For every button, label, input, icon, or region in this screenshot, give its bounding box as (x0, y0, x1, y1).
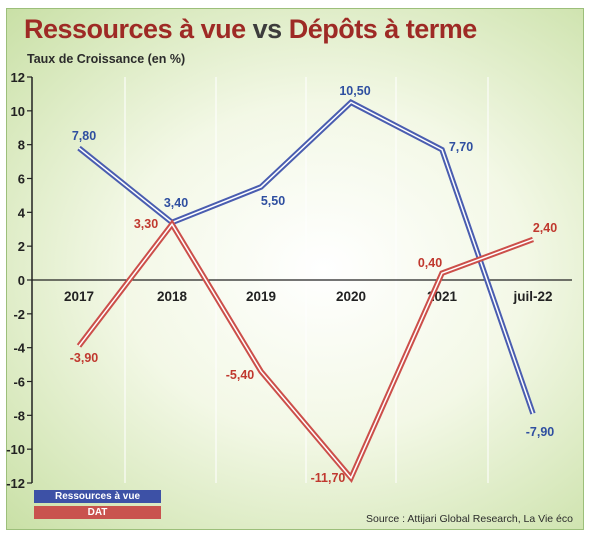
data-label: 3,40 (164, 196, 188, 210)
y-tick-label: 6 (18, 172, 25, 187)
series-line-highlight-1 (78, 222, 534, 480)
data-label: -3,90 (70, 351, 99, 365)
y-tick-label: -4 (13, 341, 25, 356)
y-tick-label: 12 (11, 70, 25, 85)
data-label: -5,40 (226, 368, 255, 382)
title-part-1: Ressources à vue (24, 14, 246, 44)
y-tick-label: 8 (18, 138, 25, 153)
title-part-2: Dépôts à terme (288, 14, 478, 44)
y-tick-label: -6 (13, 375, 25, 390)
x-tick-label: juil-22 (512, 289, 552, 304)
x-tick-label: 2017 (64, 289, 94, 304)
y-tick-label: -2 (13, 307, 25, 322)
x-tick-label: 2020 (336, 289, 366, 304)
y-tick-label: 2 (18, 239, 25, 254)
data-label: -11,70 (311, 471, 346, 485)
x-tick-label: 2018 (157, 289, 188, 304)
y-tick-label: -12 (6, 476, 25, 491)
y-axis-title: Taux de Croissance (en %) (27, 52, 186, 66)
y-tick-label: 4 (18, 205, 26, 220)
source-note: Source : Attijari Global Research, La Vi… (365, 513, 573, 525)
data-label: -7,90 (526, 425, 555, 439)
data-label: 3,30 (134, 217, 158, 231)
data-label: 10,50 (339, 84, 370, 98)
y-tick-label: -8 (13, 408, 25, 423)
data-label: 5,50 (261, 194, 285, 208)
y-tick-label: 10 (11, 104, 25, 119)
y-tick-label: 0 (18, 273, 25, 288)
chart-title: Ressources à vue vs Dépôts à terme (24, 14, 477, 45)
data-label: 2,40 (533, 221, 557, 235)
data-label: 0,40 (418, 256, 442, 270)
data-label: 7,80 (72, 129, 96, 143)
x-tick-label: 2019 (246, 289, 276, 304)
data-label: 7,70 (449, 140, 473, 154)
legend-entry-dat: DAT (34, 506, 161, 519)
legend-entry-ressources-a-vue: Ressources à vue (34, 490, 161, 503)
title-vs: vs (252, 14, 283, 44)
series-line-highlight-0 (78, 101, 534, 414)
y-tick-label: -10 (6, 442, 25, 457)
